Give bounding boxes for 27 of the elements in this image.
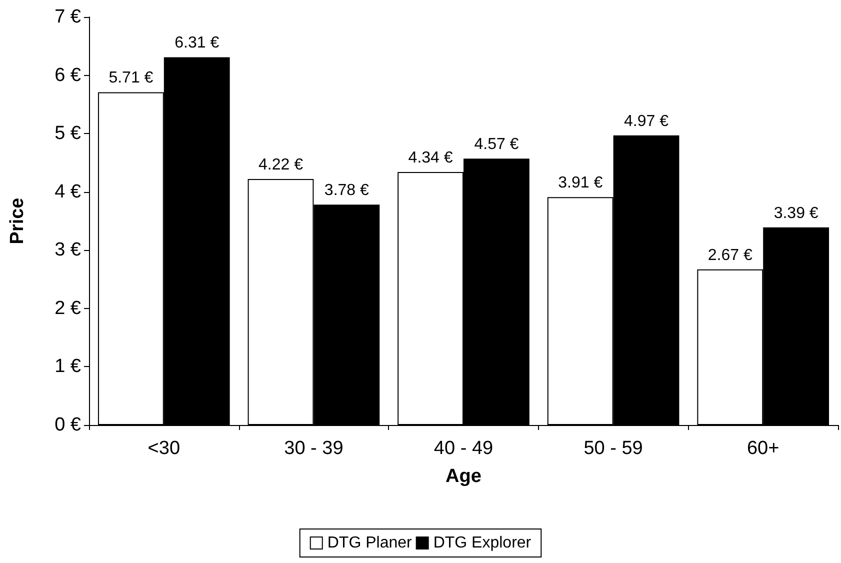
- y-axis-title: Price: [7, 198, 28, 244]
- y-tick-label: 2 €: [54, 298, 82, 319]
- x-tick-label: 40 - 49: [434, 438, 494, 459]
- y-tick-label: 1 €: [54, 356, 82, 378]
- y-tick-label: 3 €: [54, 240, 82, 261]
- data-label: 3.91 €: [558, 174, 603, 192]
- x-axis-title: Age: [446, 466, 482, 487]
- x-tick-label: 60+: [746, 438, 780, 459]
- y-tick-label: 6 €: [54, 64, 82, 86]
- data-label: 3.78 €: [324, 182, 369, 200]
- data-label: 3.39 €: [774, 204, 818, 222]
- data-label: 5.71 €: [108, 70, 154, 87]
- legend-label: DTG Planer: [327, 534, 413, 552]
- y-tick-label: 7 €: [54, 6, 82, 28]
- legend-label: DTG Explorer: [433, 534, 532, 552]
- x-tick-label: 50 - 59: [584, 438, 643, 459]
- y-tick-label: 4 €: [54, 181, 82, 202]
- y-tick-label: 0 €: [54, 414, 82, 436]
- data-label: 4.97 €: [624, 112, 669, 130]
- x-tick-label: 30 - 39: [284, 438, 344, 459]
- data-label: 2.67 €: [708, 246, 752, 264]
- data-label: 4.57 €: [474, 136, 519, 154]
- y-tick-label: 5 €: [54, 123, 82, 144]
- data-label: 6.31 €: [174, 34, 220, 52]
- data-label: 4.22 €: [258, 156, 304, 174]
- x-tick-label: <30: [148, 438, 180, 459]
- data-label: 4.34 €: [408, 150, 453, 167]
